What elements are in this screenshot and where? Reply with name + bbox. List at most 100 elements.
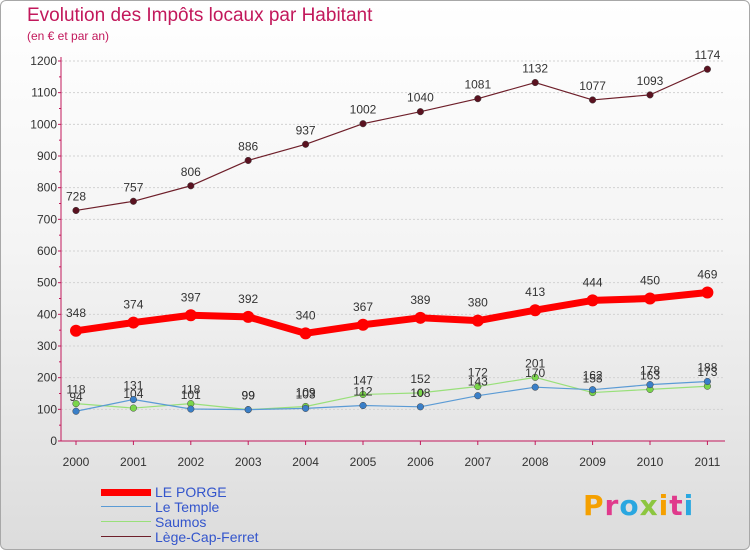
y-tick-label: 300 (37, 339, 57, 353)
data-point (129, 197, 137, 205)
chart-title: Evolution des Impôts locaux par Habitant (27, 5, 373, 26)
data-label: 1093 (637, 74, 664, 88)
data-point (701, 286, 714, 299)
data-label: 112 (353, 385, 372, 399)
data-label: 201 (525, 356, 545, 370)
data-label: 397 (181, 290, 201, 304)
data-label: 1002 (350, 103, 377, 117)
data-point (302, 140, 310, 148)
data-label: 103 (296, 387, 316, 401)
data-point (187, 405, 195, 413)
data-label: 162 (583, 369, 603, 383)
data-point (646, 91, 654, 99)
y-tick-label: 600 (37, 244, 57, 258)
logo-letter: r (604, 489, 620, 522)
proxiti-logo: Proxiti (583, 489, 694, 522)
data-label: 392 (238, 292, 258, 306)
logo-letter: P (583, 489, 605, 522)
logo-letter: t (669, 489, 684, 522)
data-label: 94 (69, 390, 83, 404)
x-tick-label: 2003 (235, 455, 262, 469)
data-point (359, 401, 367, 410)
data-label: 152 (410, 372, 430, 386)
data-point (589, 96, 597, 104)
x-tick-label: 2000 (63, 455, 90, 469)
data-point (129, 404, 137, 412)
data-point (474, 382, 482, 391)
data-label: 389 (410, 293, 430, 307)
legend-swatch (101, 536, 151, 538)
x-tick-label: 2010 (637, 455, 664, 469)
data-point (589, 386, 597, 394)
data-point (357, 318, 369, 331)
data-point (359, 390, 367, 399)
y-tick-label: 0 (50, 434, 57, 448)
data-label: 1077 (579, 79, 606, 93)
legend-label: LE PORGE (155, 484, 227, 500)
data-label: 101 (181, 388, 201, 402)
data-label: 444 (583, 275, 603, 289)
x-tick-label: 2008 (522, 455, 549, 469)
data-point (531, 78, 539, 87)
data-label: 172 (468, 366, 488, 380)
logo-letter: i (683, 489, 695, 522)
y-tick-label: 400 (37, 307, 57, 321)
y-tick-label: 500 (37, 276, 57, 290)
data-point (416, 403, 424, 411)
data-point (244, 156, 252, 164)
y-tick-label: 1200 (30, 54, 57, 68)
logo-letter: x (639, 489, 659, 522)
y-tick-label: 900 (37, 149, 57, 163)
data-point (187, 182, 195, 190)
x-tick-label: 2002 (177, 455, 204, 469)
legend-swatch (101, 521, 151, 523)
legend-label: Lège-Cap-Ferret (155, 529, 259, 545)
chart-subtitle: (en € et par an) (27, 29, 110, 43)
data-label: 1040 (407, 91, 434, 105)
legend-swatch (101, 506, 151, 508)
data-point (70, 324, 82, 337)
y-tick-label: 1100 (31, 86, 57, 100)
data-point (72, 206, 80, 215)
data-point (471, 314, 484, 327)
data-point (359, 120, 367, 128)
data-label: 1132 (522, 62, 548, 76)
data-label: 469 (697, 267, 717, 281)
data-label: 1081 (464, 78, 491, 92)
logo-letter: i (658, 489, 670, 522)
data-point (72, 400, 80, 408)
data-label: 188 (697, 360, 717, 374)
data-point (416, 108, 424, 116)
legend-label: Le Temple (155, 499, 220, 515)
data-label: 99 (242, 389, 256, 403)
data-point (416, 389, 424, 397)
data-label: 340 (296, 308, 316, 322)
data-label: 413 (525, 285, 545, 299)
data-label: 450 (640, 274, 660, 288)
data-label: 937 (296, 123, 316, 137)
legend-label: Saumos (155, 514, 207, 530)
data-label: 757 (123, 180, 143, 194)
data-label: 153 (583, 372, 603, 386)
data-point (129, 395, 137, 404)
data-point (531, 373, 539, 381)
y-tick-label: 1000 (30, 117, 57, 131)
y-tick-label: 100 (37, 402, 57, 416)
data-label: 1174 (694, 48, 720, 62)
y-tick-label: 700 (37, 212, 57, 226)
x-tick-label: 2004 (292, 455, 319, 469)
data-point (586, 294, 599, 307)
data-point (302, 404, 310, 412)
data-point (244, 406, 252, 414)
data-label: 170 (525, 366, 545, 380)
y-tick-label: 800 (37, 181, 57, 195)
data-label: 367 (353, 300, 373, 314)
data-label: 173 (697, 365, 717, 379)
data-point (242, 310, 255, 323)
data-point (184, 309, 197, 322)
legend-swatch (101, 488, 151, 496)
data-label: 118 (66, 383, 85, 397)
data-point (646, 381, 654, 389)
